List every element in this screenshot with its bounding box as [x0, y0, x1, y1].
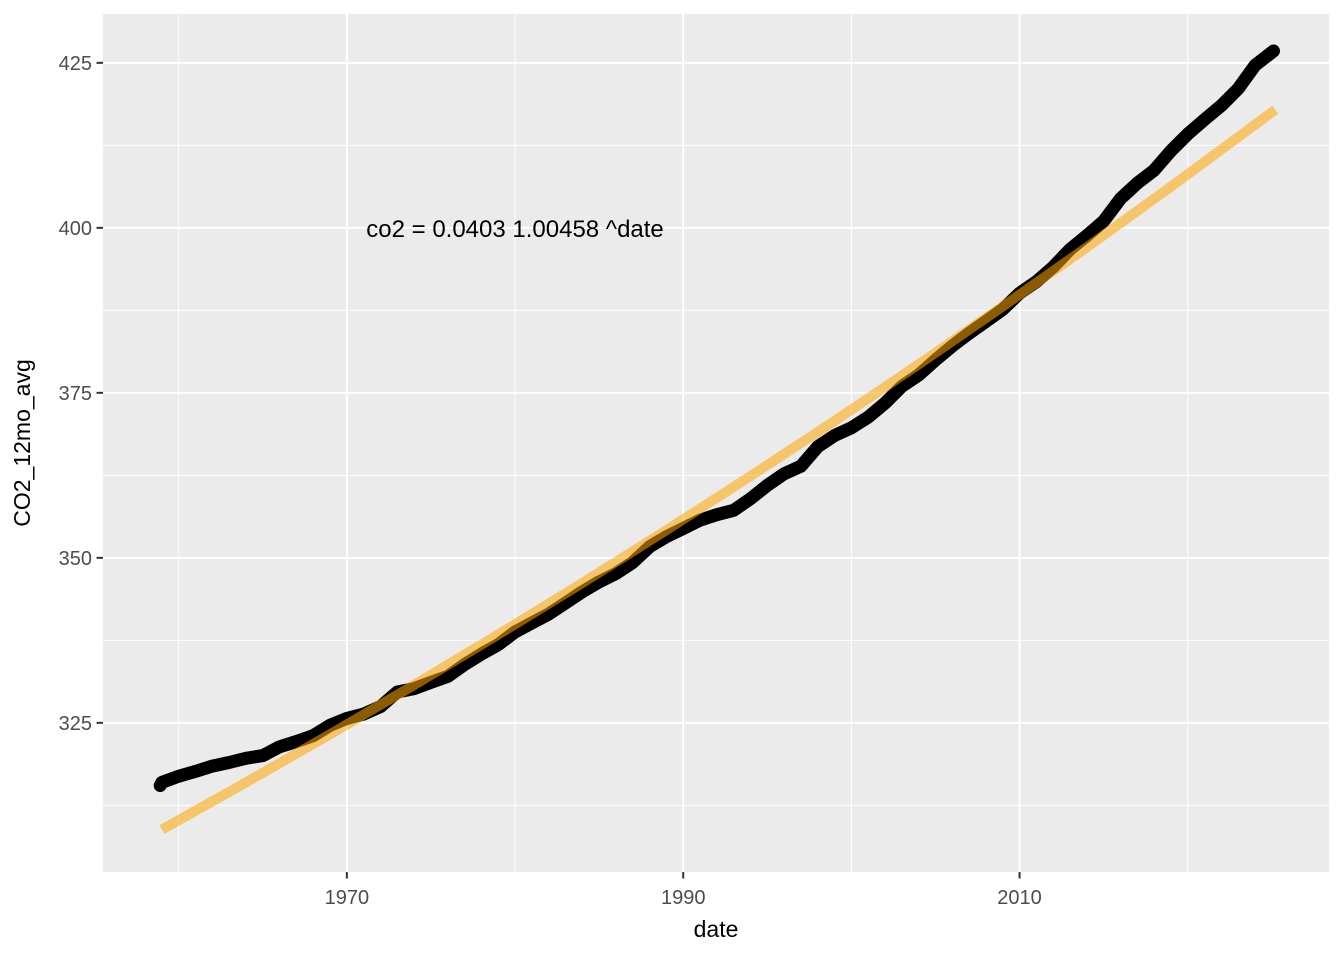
x-axis-title: date [694, 916, 739, 942]
minor-gridlines [103, 14, 1329, 872]
exponential-fit-line [159, 105, 1279, 834]
y-axis-title: CO2_12mo_avg [9, 359, 35, 527]
axis-tick-marks [96, 61, 1021, 879]
y-tick-label: 425 [59, 53, 92, 75]
y-tick-label: 325 [59, 713, 92, 735]
y-axis-tick-labels: 325 350 375 400 425 [59, 53, 92, 735]
x-axis-tick-labels: 1970 1990 2010 [325, 887, 1042, 909]
y-tick-label: 400 [59, 218, 92, 240]
equation-annotation: co2 = 0.0403 1.00458 ^date [366, 216, 664, 243]
x-tick-label: 2010 [997, 887, 1042, 909]
x-tick-label: 1990 [661, 887, 706, 909]
y-tick-label: 375 [59, 383, 92, 405]
x-tick-label: 1970 [325, 887, 370, 909]
plot-panel-background [103, 14, 1329, 872]
co2-data-line [153, 44, 1280, 792]
y-tick-label: 350 [59, 548, 92, 570]
